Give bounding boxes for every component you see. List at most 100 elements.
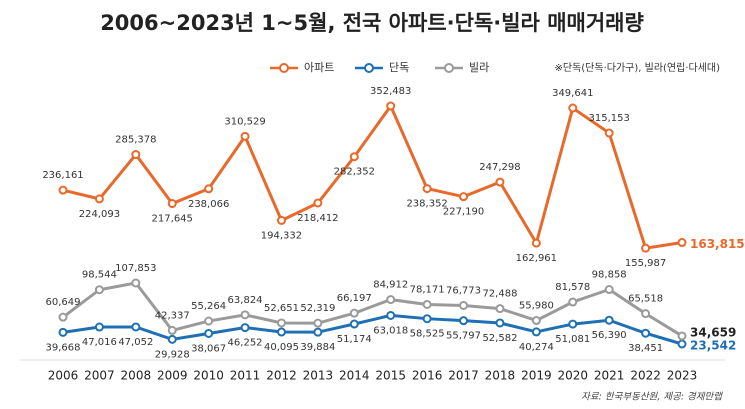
point [313,198,323,208]
point [131,278,141,288]
x-tick-label: 2023 [667,369,698,383]
point [276,327,286,337]
value-label: 63,018 [373,325,408,336]
x-tick-label: 2020 [557,369,588,383]
point [568,103,578,113]
value-label: 238,066 [188,199,229,210]
series-line [62,102,683,250]
x-tick-label: 2013 [303,369,334,383]
x-tick-label: 2019 [521,369,552,383]
value-label: 55,980 [519,301,554,312]
point [422,314,432,324]
value-label: 47,052 [118,337,153,348]
point [568,297,578,307]
x-tick-label: 2008 [121,369,152,383]
point [131,150,141,160]
value-label: 107,853 [115,263,156,274]
point [641,243,651,253]
point [641,309,651,319]
point [313,327,323,337]
value-label: 285,378 [115,135,156,146]
point [276,318,286,328]
point [58,312,68,322]
value-label: 39,668 [46,342,81,353]
value-label: 236,161 [42,170,83,181]
value-label: 52,582 [482,333,517,344]
source: 자료: 한국부동산원, 제공: 경제만랩 [581,392,723,403]
point [349,308,359,318]
point [495,177,505,187]
point [604,315,614,325]
point [604,285,614,295]
value-label: 42,337 [155,310,190,321]
point [167,325,177,335]
value-label: 52,651 [264,303,299,314]
point [204,328,214,338]
chart-note: ※단독(단독·다가구), 빌라(연립·다세대) [555,61,721,74]
value-label: 38,451 [628,343,663,354]
point [459,316,469,326]
point [386,310,396,320]
point [94,194,104,204]
value-label: 72,488 [482,289,517,300]
value-label: 162,961 [516,253,557,264]
point [349,319,359,329]
point [167,199,177,209]
x-tick-label: 2007 [84,369,115,383]
point [422,184,432,194]
value-label: 76,773 [446,285,481,296]
point [58,185,68,195]
point [240,323,250,333]
value-label: 56,390 [592,330,627,341]
point [94,322,104,332]
point [495,318,505,328]
value-label: 282,352 [334,167,375,178]
legend-marker [279,63,289,73]
point [386,295,396,305]
point [94,285,104,295]
value-label: 352,483 [370,86,411,97]
point [531,327,541,337]
x-tick-label: 2015 [375,369,406,383]
point [604,128,614,138]
value-label: 29,928 [155,349,190,360]
x-tick-label: 2022 [630,369,661,383]
value-label: 51,081 [555,334,590,345]
x-tick-label: 2006 [48,369,79,383]
value-label: 238,352 [406,199,447,210]
x-tick-label: 2009 [157,369,188,383]
value-label: 155,987 [625,258,666,269]
point [422,299,432,309]
chart-title: 2006~2023년 1~5월, 전국 아파트·단독·빌라 매매거래량 [100,11,644,35]
value-label: 46,252 [228,338,263,349]
point [240,131,250,141]
value-label: 81,578 [555,282,590,293]
point [677,339,687,349]
value-label: 247,298 [479,162,520,173]
point [531,238,541,248]
point [568,319,578,329]
value-label: 98,858 [592,270,627,281]
value-label: 34,659 [690,325,736,339]
value-label: 227,190 [443,207,484,218]
point [349,152,359,162]
value-label: 39,884 [300,342,335,353]
legend-label: 단독 [389,61,409,74]
value-label: 40,274 [519,342,554,353]
x-tick-label: 2012 [266,369,297,383]
point [313,318,323,328]
value-label: 194,332 [261,230,302,241]
value-label: 218,412 [297,213,338,224]
legend-label: 빌라 [469,61,489,74]
value-label: 217,645 [152,214,193,225]
value-label: 84,912 [373,280,408,291]
point [240,310,250,320]
value-label: 47,016 [82,337,117,348]
value-label: 98,544 [82,270,117,281]
x-tick-label: 2011 [230,369,261,383]
point [677,238,687,248]
x-tick-label: 2021 [594,369,625,383]
point [204,184,214,194]
point [459,300,469,310]
